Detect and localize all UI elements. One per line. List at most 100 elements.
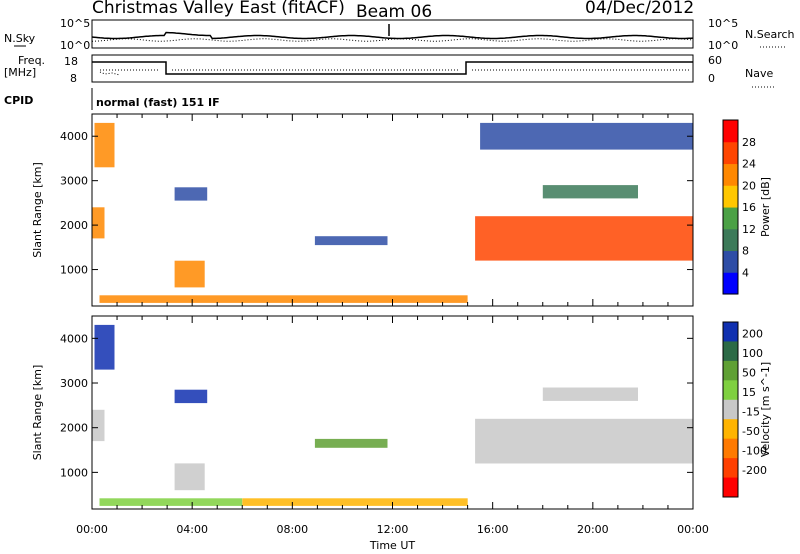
velocity-echo-region-4 [314,438,388,448]
station-title: Christmas Valley East (fitACF) [92,0,345,18]
power-ytick-label-2000: 2000 [60,219,88,232]
power-echo-region-4 [314,236,388,246]
power-echo-region-7 [542,185,638,199]
power-echo-region-6 [475,216,693,261]
power-colorbar-tick-5: 24 [742,158,756,171]
power-colorbar-tick-1: 8 [742,245,749,258]
panel-power: 1000 2000 3000 4000 Slant Range [km] 4 8 12 16 20… [31,113,772,307]
freq-tick-18: 18 [64,55,78,68]
velocity-echoes [92,324,693,506]
velocity-echo-region-7 [475,418,693,464]
velocity-echo-region-8 [542,387,638,401]
power-echo-region-0 [94,122,115,168]
velocity-echo-region-2 [174,463,205,491]
nave-tick-60: 60 [708,54,722,67]
velocity-colorbar-swatch-3 [723,380,738,401]
velocity-colorbar-swatch-5 [723,419,738,440]
power-echo-region-1 [92,207,105,239]
x-tick-label-5: 20:00 [577,523,609,536]
velocity-colorbar-swatch-4 [723,399,738,420]
power-echo-region-2 [174,260,205,288]
x-tick-label-0: 00:00 [76,523,108,536]
velocity-colorbar-swatch-1 [723,341,738,362]
freq-panel: Freq. [MHz] 18 8 60 0 Nave [4,54,775,88]
nave-tick-0: 0 [708,72,715,85]
freq-panel-frame [91,54,694,83]
x-tick-label-1: 04:00 [176,523,208,536]
velocity-echo-region-1 [92,409,105,442]
x-tick-label-4: 16:00 [477,523,509,536]
power-echo-region-3 [174,187,208,201]
velocity-colorbar-tick-3: 15 [742,386,756,399]
power-colorbar-frame [722,119,739,295]
velocity-ytick-label-2000: 2000 [60,422,88,435]
cpid-label: CPID [4,94,33,107]
velocity-ylabel: Slant Range [km] [31,365,44,461]
velocity-colorbar-tick-1: 100 [742,347,763,360]
velocity-ytick-label-1000: 1000 [60,466,88,479]
velocity-colorbar-swatch-8 [723,477,738,498]
velocity-colorbar-label: Velocity [m s^-1] [759,362,772,457]
freq-tick-8: 8 [70,72,77,85]
velocity-ytick-label-3000: 3000 [60,377,88,390]
noise-panel-frame [91,19,694,49]
power-ytick-label-4000: 4000 [60,130,88,143]
noise-panel: N.Sky 10^5 10^0 10^5 10^0 N.Search [4,17,795,52]
nave-trace [99,69,690,76]
power-colorbar-swatch-1 [723,250,738,273]
power-colorbar-tick-2: 12 [742,223,756,236]
power-colorbar-tick-3: 16 [742,201,756,214]
power-ytick-label-1000: 1000 [60,264,88,277]
noise-tick-low-left: 10^0 [60,39,90,52]
velocity-echo-region-0 [94,324,115,370]
velocity-echo-region-6 [242,498,468,506]
power-colorbar-swatch-2 [723,228,738,252]
power-colorbar-label: Power [dB] [759,177,772,237]
cpid-text: normal (fast) 151 IF [96,96,220,109]
noise-tick-high-right: 10^5 [708,17,738,30]
x-tick-label-6: 00:00 [677,523,709,536]
cpid-row: CPID normal (fast) 151 IF [4,88,220,110]
velocity-colorbar-swatch-0 [723,322,738,342]
power-colorbar-swatch-7 [723,120,738,143]
panel-velocity: 1000 2000 3000 4000 Slant Range [km] 200 100 50… [31,315,772,552]
noise-tick-high-left: 10^5 [60,17,90,30]
velocity-colorbar-tick-4: -15 [742,406,760,419]
velocity-colorbar-frame [722,321,739,498]
velocity-colorbar-swatch-7 [723,458,738,479]
power-colorbar-swatch-0 [723,272,738,295]
date-label: 04/Dec/2012 [585,0,694,18]
velocity-colorbar-swatch-2 [723,360,738,381]
power-echo-region-8 [480,122,693,150]
power-colorbar-swatch-4 [723,185,738,208]
velocity-colorbar-tick-7: -200 [742,464,767,477]
x-tick-label-2: 08:00 [276,523,308,536]
noise-sky-trace [91,31,694,40]
nsky-label: N.Sky [4,32,36,45]
velocity-colorbar-tick-0: 200 [742,328,763,341]
power-ylabel: Slant Range [km] [31,162,44,258]
velocity-echo-region-3 [174,389,208,404]
beam-label: Beam 06 [356,2,432,22]
velocity-colorbar: 200 100 50 15 -15 -50 -100 -200 Velocity [m s^-1… [722,321,772,498]
velocity-colorbar-tick-5: -50 [742,425,760,438]
power-echoes [92,122,693,303]
power-colorbar: 4 8 12 16 20 24 28 Power [dB] [722,119,772,295]
power-ytick-label-3000: 3000 [60,175,88,188]
power-colorbar-tick-4: 20 [742,179,756,192]
noise-search-trace [92,38,694,42]
power-colorbar-swatch-6 [723,141,738,165]
velocity-colorbar-swatch-6 [723,438,738,459]
noise-tick-low-right: 10^0 [708,39,738,52]
freq-label-1: Freq. [18,54,45,67]
velocity-colorbar-tick-6: -100 [742,444,767,457]
velocity-echo-region-5 [99,498,243,506]
power-echo-region-5 [99,295,468,303]
power-colorbar-tick-0: 4 [742,266,749,279]
power-colorbar-tick-6: 28 [742,136,756,149]
power-colorbar-swatch-3 [723,207,738,230]
x-tick-label-3: 12:00 [377,523,409,536]
freq-label-2: [MHz] [4,66,36,79]
velocity-ytick-label-4000: 4000 [60,332,88,345]
